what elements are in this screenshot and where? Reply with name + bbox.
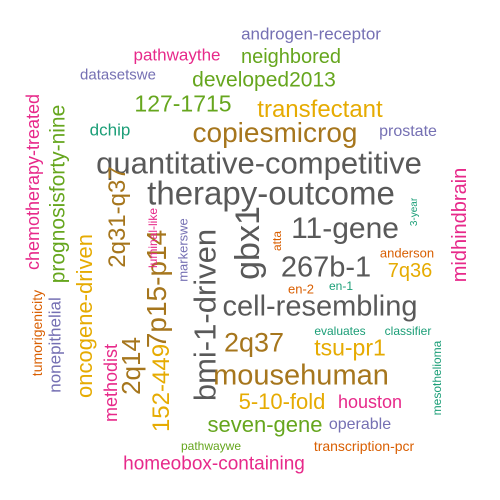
- word-dchip: dchip: [89, 120, 131, 140]
- word-chemotherapy-treated: chemotherapy-treated: [23, 93, 43, 271]
- word-gbx1: gbx1: [229, 206, 267, 280]
- word-houston: houston: [337, 392, 403, 412]
- word-transcription-pcr: transcription-pcr: [313, 438, 415, 454]
- word-luminal-like: luminal-like: [146, 207, 160, 269]
- word-2q37: 2q37: [223, 327, 285, 358]
- word-homeobox-containing: homeobox-containing: [123, 453, 305, 475]
- word-therapy-outcome: therapy-outcome: [147, 174, 395, 212]
- word-pathwaythe: pathwaythe: [133, 45, 221, 65]
- word-evaluates: evaluates: [314, 324, 366, 338]
- word-cell-resembling: cell-resembling: [222, 290, 418, 323]
- word-5-10-fold: 5-10-fold: [238, 389, 326, 414]
- word-classifier: classifier: [384, 324, 432, 338]
- word-operable: operable: [328, 416, 392, 433]
- word-prognosisforty-nine: prognosisforty-nine: [46, 104, 70, 284]
- word-androgen-receptor: androgen-receptor: [241, 24, 381, 44]
- word-127-1715: 127-1715: [134, 90, 232, 117]
- word-tumorigenicity: tumorigenicity: [29, 289, 45, 377]
- word-152-449: 152-449: [148, 343, 175, 433]
- word-anderson: anderson: [379, 245, 435, 261]
- word-seven-gene: seven-gene: [207, 412, 323, 437]
- word-quantitative-competitive: quantitative-competitive: [96, 145, 422, 181]
- word-267b-1: 267b-1: [280, 251, 372, 284]
- word-developed2013: developed2013: [192, 68, 336, 92]
- word-pathwaywe: pathwaywe: [180, 439, 242, 453]
- word-prostate: prostate: [379, 123, 437, 140]
- word-3-year: 3-year: [409, 197, 420, 227]
- word-en-1: en-1: [328, 279, 354, 293]
- word-11-gene: 11-gene: [291, 212, 399, 245]
- word-2q31-q37: 2q31-q37: [104, 166, 131, 268]
- word-copiesmicrog: copiesmicrog: [192, 117, 358, 148]
- word-bmi-1-driven: bmi-1-driven: [187, 228, 223, 402]
- word-tsu-pr1: tsu-pr1: [314, 334, 386, 361]
- word-7q36: 7q36: [387, 260, 433, 282]
- word-nonepithelial: nonepithelial: [45, 297, 65, 393]
- word-neighbored: neighbored: [240, 46, 342, 68]
- word-mousehuman: mousehuman: [213, 359, 389, 392]
- word-midhindbrain: midhindbrain: [449, 167, 471, 283]
- word-transfectant: transfectant: [257, 96, 383, 123]
- word-datasetswe: datasetswe: [80, 66, 156, 84]
- word-oncogene-driven: oncogene-driven: [72, 234, 97, 398]
- word-en-2: en-2: [287, 281, 315, 297]
- word-mesothelioma: mesothelioma: [430, 340, 444, 416]
- word-atta: atta: [270, 230, 284, 252]
